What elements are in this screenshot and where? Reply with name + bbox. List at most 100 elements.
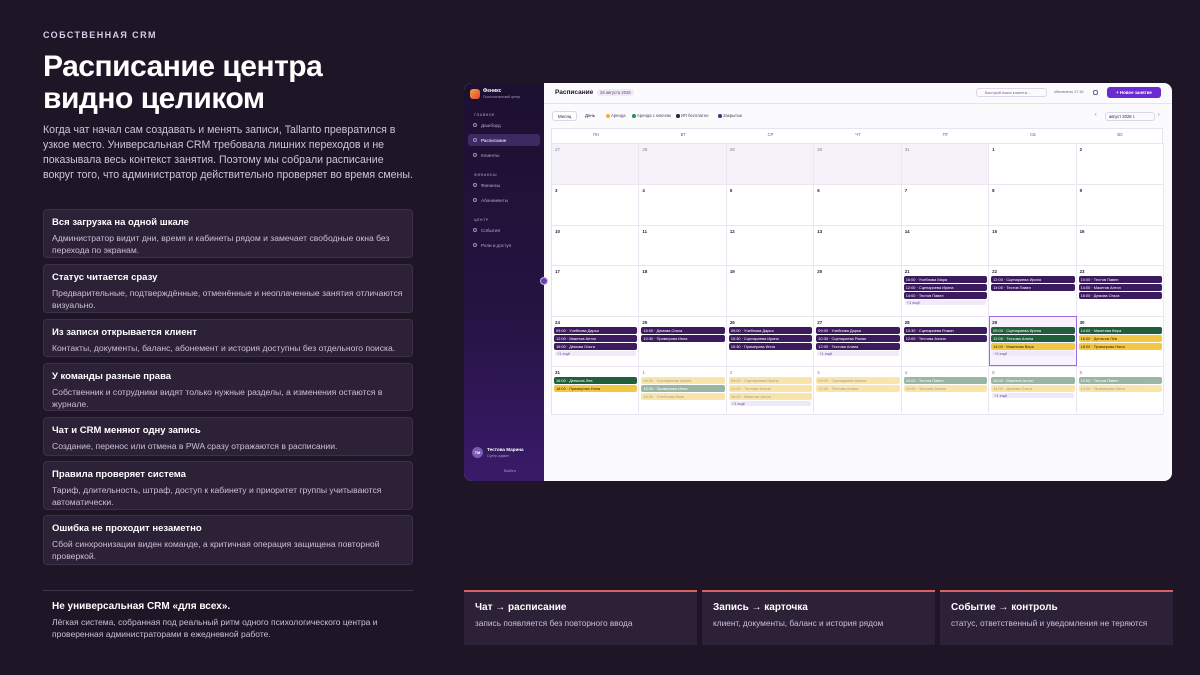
day-cell[interactable]: 22 12:00 · Сценариева Ирина 14:00 · Тестов… bbox=[989, 265, 1077, 316]
event[interactable]: 12:00 · Сценариева Ирина bbox=[991, 276, 1075, 283]
event[interactable]: 16:00 · Денисов Лев bbox=[554, 377, 638, 384]
event[interactable]: 09:00 · Учебнова Дарья bbox=[554, 327, 638, 334]
more-link[interactable]: +1 ещё bbox=[817, 351, 899, 356]
day-cell[interactable]: 23 10:00 · Тестов Павел 14:00 · Макетов Ан… bbox=[1076, 265, 1164, 316]
new-button[interactable]: + Новое занятие bbox=[1107, 87, 1161, 98]
day-cell[interactable]: 31 16:00 · Денисов Лев 18:00 · Примерова Н… bbox=[552, 366, 640, 413]
day-cell[interactable]: 4 10:00 · Тестов Павел 12:00 · Тестова Али… bbox=[901, 366, 990, 413]
day-cell[interactable]: 30 bbox=[814, 143, 902, 184]
event[interactable]: 16:00 · Макетов Антон bbox=[728, 393, 813, 400]
day-cell[interactable]: 8 bbox=[989, 184, 1077, 225]
event[interactable]: 12:00 · Тестова Алина bbox=[816, 343, 900, 350]
event[interactable]: 12:00 · Тестова Алина bbox=[728, 385, 813, 392]
day-cell[interactable]: 24 09:00 · Учебнова Дарья 12:00 · Макетов … bbox=[552, 316, 640, 366]
event[interactable]: 14:00 · Макетова Вера bbox=[1078, 327, 1162, 334]
event[interactable]: 12:00 · Тестова Алина bbox=[903, 385, 988, 392]
next[interactable]: › bbox=[1158, 112, 1160, 118]
event[interactable]: 10:30 · Сценариева Ирина bbox=[728, 335, 813, 342]
day-cell[interactable]: 27 09:00 · Учебнова Дарья 10:30 · Сценарие… bbox=[814, 316, 902, 366]
day-cell[interactable]: 18 bbox=[639, 265, 727, 316]
event[interactable]: 14:00 · Примерова Нина bbox=[1078, 385, 1162, 392]
nav-item[interactable]: Клиенты bbox=[468, 149, 540, 161]
event[interactable]: 10:30 · Сценариева Роман bbox=[903, 327, 988, 334]
event[interactable]: 14:00 · Демова Ольга bbox=[991, 385, 1075, 392]
event[interactable]: 10:30 · Сценариева Роман bbox=[816, 335, 900, 342]
bell[interactable] bbox=[1093, 90, 1098, 95]
day-cell[interactable]: 7 bbox=[901, 184, 990, 225]
nav-item[interactable]: Роли и доступ bbox=[468, 239, 540, 251]
day-cell[interactable]: 29 bbox=[726, 143, 815, 184]
day-cell[interactable]: 9 bbox=[1076, 184, 1164, 225]
day-cell[interactable]: 1 09:00 · Сценариева Ирина 10:00 · Примеро… bbox=[639, 366, 727, 413]
event[interactable]: 10:00 · Макетов Антон bbox=[991, 377, 1075, 384]
day-cell[interactable]: 6 bbox=[814, 184, 902, 225]
event[interactable]: 12:00 · Тестова Алина bbox=[816, 385, 900, 392]
day-cell[interactable]: 25 16:00 · Демова Ольга 10:30 · Примерова … bbox=[639, 316, 727, 366]
day-cell[interactable]: 1 bbox=[989, 143, 1077, 184]
view-tab[interactable]: Месяц bbox=[552, 111, 578, 121]
event[interactable]: 16:00 · Учебнова Мара bbox=[903, 276, 988, 283]
event[interactable]: 12:00 · Тестов Павел bbox=[1078, 377, 1162, 384]
day-cell[interactable]: 10 bbox=[552, 225, 640, 265]
day-cell[interactable]: 11 bbox=[639, 225, 727, 265]
day-cell[interactable]: 17 bbox=[552, 265, 640, 316]
event[interactable]: 10:00 · Тестов Павел bbox=[1078, 276, 1162, 283]
event[interactable]: 18:00 · Примерова Нина bbox=[554, 385, 638, 392]
more-link[interactable]: +3 ещё bbox=[992, 351, 1074, 356]
more-link[interactable]: +1 ещё bbox=[904, 300, 987, 305]
day-cell[interactable]: 2 09:00 · Сценариева Ирина 12:00 · Тестова… bbox=[726, 366, 815, 413]
search[interactable]: Быстрый поиск клиента... bbox=[976, 88, 1047, 97]
more-link[interactable]: +1 ещё bbox=[992, 393, 1074, 398]
event[interactable]: 14:00 · Тестов Павел bbox=[991, 284, 1075, 291]
day-cell[interactable]: 16 bbox=[1076, 225, 1164, 265]
event[interactable]: 10:00 · Примерова Инна bbox=[641, 385, 725, 392]
day-cell[interactable]: 15 bbox=[989, 225, 1077, 265]
event[interactable]: 14:00 · Макетов Антон bbox=[1078, 284, 1162, 291]
event[interactable]: 10:30 · Примерова Инна bbox=[641, 335, 725, 342]
event[interactable]: 10:30 · Примерова Инна bbox=[728, 343, 813, 350]
day-cell[interactable]: 28 10:30 · Сценариева Роман 12:00 · Тестов… bbox=[901, 316, 990, 366]
event[interactable]: 18:00 · Примерова Нина bbox=[1078, 343, 1162, 350]
day-cell[interactable]: 5 bbox=[726, 184, 815, 225]
day-cell[interactable]: 6 12:00 · Тестов Павел 14:00 · Примерова Н… bbox=[1076, 366, 1164, 413]
event[interactable]: 12:00 · Тестова Алина bbox=[903, 335, 988, 342]
event[interactable]: 16:00 · Денисов Лев bbox=[1078, 335, 1162, 342]
event[interactable]: 16:00 · Демова Ольга bbox=[1078, 292, 1162, 299]
event[interactable]: 09:00 · Учебнова Дарья bbox=[728, 327, 813, 334]
day-cell[interactable]: 5 10:00 · Макетов Антон 14:00 · Демова Оль… bbox=[989, 366, 1077, 413]
event[interactable]: 10:00 · Тестов Павел bbox=[903, 377, 988, 384]
event[interactable]: 12:00 · Тестова Алина bbox=[991, 335, 1075, 342]
event[interactable]: 09:00 · Учебнова Дарья bbox=[816, 327, 900, 334]
event[interactable]: 12:00 · Макетов Антон bbox=[554, 335, 638, 342]
event[interactable]: 09:00 · Сценариева Ирина bbox=[641, 377, 725, 384]
event[interactable]: 14:00 · Макетова Вера bbox=[991, 343, 1075, 350]
logout[interactable]: Выйти bbox=[504, 468, 516, 473]
event[interactable]: 09:00 · Сценариева Ирина bbox=[728, 377, 813, 384]
event[interactable]: 14:00 · Тестов Павел bbox=[903, 292, 988, 299]
day-cell[interactable]: 19 bbox=[726, 265, 815, 316]
day-cell[interactable]: 4 bbox=[639, 184, 727, 225]
day-cell[interactable]: 13 bbox=[814, 225, 902, 265]
event[interactable]: 16:00 · Демова Ольга bbox=[641, 327, 725, 334]
day-cell[interactable]: 14 bbox=[901, 225, 990, 265]
prev[interactable]: ‹ bbox=[1095, 112, 1097, 118]
nav-item[interactable]: Финансы bbox=[468, 179, 540, 191]
day-cell[interactable]: 31 bbox=[901, 143, 990, 184]
day-cell[interactable]: 30 14:00 · Макетова Вера 16:00 · Денисов Л… bbox=[1076, 316, 1164, 366]
event[interactable]: 09:00 · Сценариева Ирина bbox=[816, 377, 900, 384]
day-cell[interactable]: 21 16:00 · Учебнова Мара 12:00 · Сценариев… bbox=[901, 265, 990, 316]
event[interactable]: 12:00 · Сценариева Ирина bbox=[903, 284, 988, 291]
more-link[interactable]: +1 ещё bbox=[729, 401, 812, 406]
collapse-handle[interactable] bbox=[540, 277, 548, 285]
day-cell[interactable]: 29 09:00 · Сценариева Ирина 12:00 · Тестов… bbox=[989, 316, 1077, 366]
event[interactable]: 16:00 · Демова Ольга bbox=[554, 343, 638, 350]
day-cell[interactable]: 12 bbox=[726, 225, 815, 265]
day-cell[interactable]: 20 bbox=[814, 265, 902, 316]
nav-item[interactable]: Дашборд bbox=[468, 119, 540, 131]
day-cell[interactable]: 2 bbox=[1076, 143, 1164, 184]
view-tab[interactable]: День bbox=[585, 112, 596, 118]
day-cell[interactable]: 3 09:00 · Сценариева Ирина 12:00 · Тестова… bbox=[814, 366, 902, 413]
event[interactable]: 16:00 · Учебнова Илья bbox=[641, 393, 725, 400]
nav-item[interactable]: Расписание bbox=[468, 134, 540, 146]
day-cell[interactable]: 27 bbox=[552, 143, 640, 184]
